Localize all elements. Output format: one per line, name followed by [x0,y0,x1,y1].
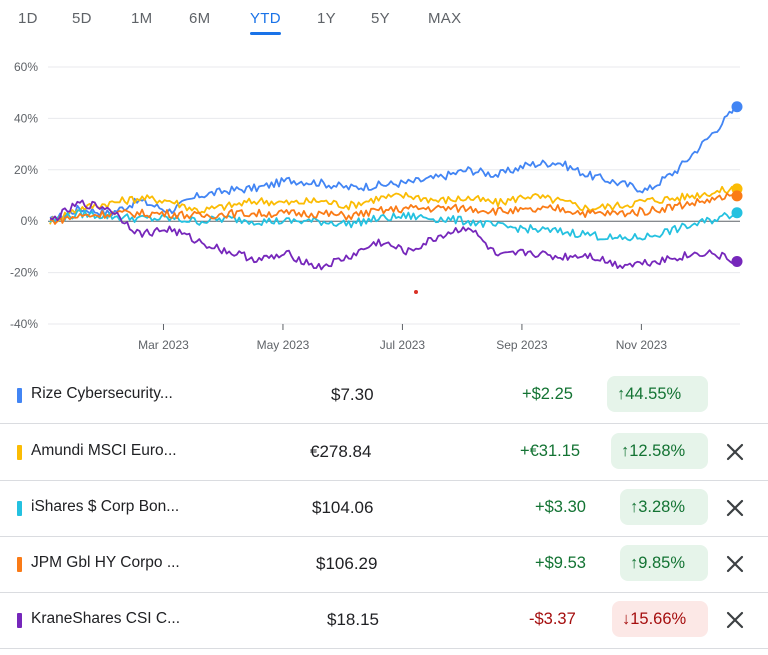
holding-percent-badge: ↓15.66% [612,601,708,637]
marker-dot [414,290,418,294]
y-tick-label: -20% [10,266,38,280]
list-item[interactable]: KraneShares CSI C... $18.15 -$3.37 ↓15.6… [0,592,768,649]
close-icon[interactable] [723,440,747,464]
tab-5y[interactable]: 5Y [371,10,390,27]
holding-change: +€31.15 [520,442,581,460]
tab-max[interactable]: MAX [428,10,462,27]
series-color-bar [17,501,22,516]
y-tick-label: 0% [21,214,39,228]
tab-1d[interactable]: 1D [18,10,38,27]
list-item[interactable]: Amundi MSCI Euro... €278.84 +€31.15 ↑12.… [0,424,768,481]
holding-name: Amundi MSCI Euro... [31,442,177,459]
series-line [49,105,738,224]
y-tick-label: -40% [10,317,38,331]
x-tick-label: Mar 2023 [138,338,189,352]
holding-change: -$3.37 [529,610,576,628]
tab-5d[interactable]: 5D [72,10,92,27]
holding-price: $7.30 [331,385,374,404]
holding-name: KraneShares CSI C... [31,610,181,627]
holding-price: $18.15 [327,610,379,629]
list-item[interactable]: JPM Gbl HY Corpo ... $106.29 +$9.53 ↑9.8… [0,536,768,593]
series-color-bar [17,613,22,628]
holding-change: +$9.53 [535,554,586,572]
holding-change: +$2.25 [522,385,573,403]
y-tick-label: 20% [14,163,38,177]
holding-percent-badge: ↑9.85% [620,545,708,581]
series-endpoint-dot [731,190,743,202]
holding-percent-badge: ↑12.58% [611,433,708,469]
tab-1y[interactable]: 1Y [317,10,336,27]
holding-name: Rize Cybersecurity... [31,385,173,402]
y-tick-label: 40% [14,111,38,125]
holding-price: $106.29 [316,554,378,573]
holding-price: $104.06 [312,498,374,517]
series-color-bar [17,557,22,572]
holding-percent-badge: ↑3.28% [620,489,708,525]
close-icon[interactable] [723,496,747,520]
series-line [49,192,738,225]
series-endpoint-dot [731,255,743,267]
series-line [49,185,738,225]
x-tick-label: Sep 2023 [496,338,548,352]
list-item[interactable]: iShares $ Corp Bon... $104.06 +$3.30 ↑3.… [0,480,768,537]
holding-name: JPM Gbl HY Corpo ... [31,554,180,571]
holding-price: €278.84 [310,442,372,461]
holding-percent-badge: ↑44.55% [607,376,708,412]
holding-name: iShares $ Corp Bon... [31,498,180,515]
series-color-bar [17,445,22,460]
holding-change: +$3.30 [535,498,586,516]
time-range-tabs: 1D 5D 1M 6M YTD 1Y 5Y MAX [0,0,768,40]
list-item[interactable]: Rize Cybersecurity... $7.30 +$2.25 ↑44.5… [0,367,768,424]
tab-1m[interactable]: 1M [131,10,153,27]
close-icon[interactable] [723,552,747,576]
y-tick-label: 60% [14,60,38,74]
performance-chart[interactable]: 60% 40% 20% 0% -20% -40% Mar 2023 May 2023 Jul 2… [0,40,768,365]
series-endpoint-dot [731,101,743,113]
x-tick-label: May 2023 [257,338,310,352]
x-tick-label: Jul 2023 [380,338,426,352]
tab-ytd[interactable]: YTD [250,10,281,35]
close-icon[interactable] [723,608,747,632]
x-tick-label: Nov 2023 [616,338,668,352]
series-line [49,199,738,271]
series-color-bar [17,388,22,403]
series-endpoint-dot [731,207,743,219]
tab-6m[interactable]: 6M [189,10,211,27]
